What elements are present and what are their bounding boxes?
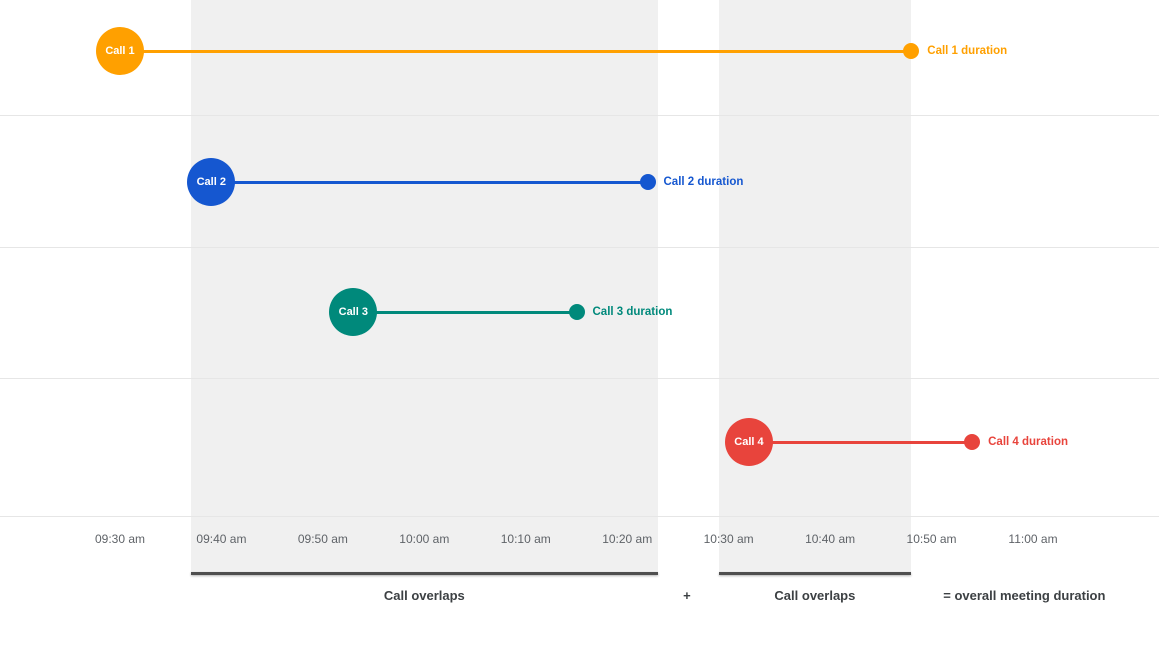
call-4-start-marker: Call 4 bbox=[724, 418, 773, 466]
call-1-duration-line bbox=[120, 49, 912, 53]
call-3-duration-label: Call 3 duration bbox=[592, 306, 673, 318]
call-4-duration-label: Call 4 duration bbox=[988, 436, 1068, 448]
call-2-duration-label: Call 2 duration bbox=[663, 176, 744, 188]
x-tick-label: 10:30 am bbox=[703, 532, 754, 546]
x-tick-label: 11:00 am bbox=[1008, 532, 1058, 546]
call-1-end-marker bbox=[903, 43, 920, 59]
call-2-start-marker: Call 2 bbox=[187, 158, 236, 206]
overlap-underline-1 bbox=[191, 572, 658, 575]
gridline bbox=[0, 516, 1159, 517]
call-4-end-marker bbox=[964, 434, 981, 450]
call-1-start-marker: Call 1 bbox=[96, 27, 144, 75]
call-3-label: Call 3 bbox=[338, 306, 368, 318]
call-3-start-marker: Call 3 bbox=[329, 288, 378, 336]
x-tick-label: 10:10 am bbox=[500, 532, 551, 546]
call-2-end-marker bbox=[639, 174, 656, 190]
overall-meeting-duration-label: = overall meeting duration bbox=[943, 588, 1106, 603]
call-overlap-band-1 bbox=[191, 0, 658, 572]
gridline bbox=[0, 115, 1159, 116]
x-tick-label: 10:00 am bbox=[399, 532, 450, 546]
call-1-label: Call 1 bbox=[105, 45, 135, 57]
call-overlaps-label-1: Call overlaps bbox=[383, 588, 465, 603]
call-1-duration-label: Call 1 duration bbox=[927, 45, 1008, 57]
x-tick-label: 09:50 am bbox=[297, 532, 348, 546]
call-overlap-band-2 bbox=[718, 0, 912, 572]
x-tick-label: 09:30 am bbox=[94, 532, 146, 546]
call-3-duration-line bbox=[353, 310, 577, 314]
call-overlaps-label-2: Call overlaps bbox=[774, 588, 856, 603]
x-tick-label: 10:50 am bbox=[906, 532, 957, 546]
gridline bbox=[0, 378, 1159, 379]
call-3-end-marker bbox=[568, 304, 585, 320]
call-2-duration-line bbox=[211, 180, 648, 184]
x-tick-label: 10:40 am bbox=[805, 532, 856, 546]
call-4-duration-line bbox=[748, 440, 973, 444]
x-tick-label: 10:20 am bbox=[602, 532, 653, 546]
x-tick-label: 09:40 am bbox=[196, 532, 247, 546]
plus-sign: + bbox=[683, 588, 691, 603]
call-2-label: Call 2 bbox=[196, 176, 226, 188]
gridline bbox=[0, 247, 1159, 248]
overlap-underline-2 bbox=[718, 572, 912, 575]
call-4-label: Call 4 bbox=[734, 436, 764, 448]
